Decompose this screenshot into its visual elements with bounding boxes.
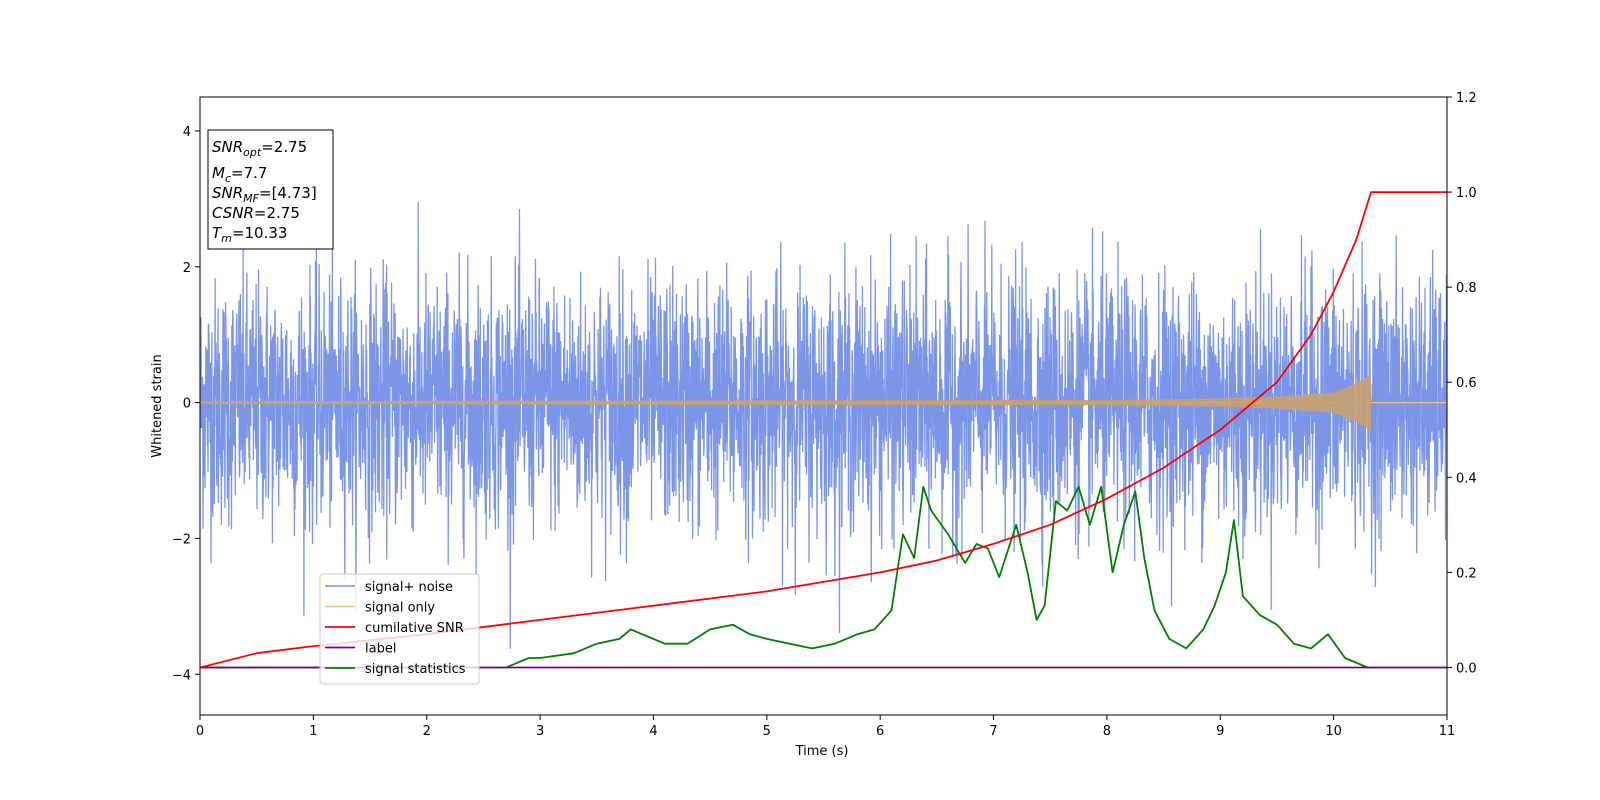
signal-only-series bbox=[200, 374, 1447, 432]
signal-statistics-line bbox=[200, 485, 1447, 669]
csnr-text: CSNR=2.75 bbox=[212, 204, 300, 222]
plot-frame bbox=[199, 96, 1448, 716]
y-tick-label: 4 bbox=[183, 125, 191, 140]
metrics-info-box: SNRopt=2.75 Mc=7.7 SNRMF=[4.73] CSNR=2.7… bbox=[207, 129, 334, 250]
y2-tick-label: 0.8 bbox=[1456, 281, 1477, 296]
x-tick-label: 5 bbox=[763, 724, 771, 739]
x-tick-label: 2 bbox=[423, 724, 431, 739]
legend: signal+ noise signal only cumilative SNR la… bbox=[319, 573, 480, 685]
y-axis-label: Whitened strain bbox=[150, 354, 165, 457]
y2-tick-label: 1.2 bbox=[1456, 91, 1477, 106]
y-tick-label: −4 bbox=[172, 668, 191, 683]
legend-label: label bbox=[365, 642, 396, 657]
x-tick-label: 8 bbox=[1103, 724, 1111, 739]
signal-envelope bbox=[200, 374, 1371, 432]
x-tick-label: 6 bbox=[876, 724, 884, 739]
x-tick-label: 4 bbox=[649, 724, 657, 739]
snr-mf-text: SNRMF=[4.73] bbox=[212, 184, 317, 205]
x-tick-label: 0 bbox=[196, 724, 204, 739]
y-tick-label: 2 bbox=[183, 261, 191, 276]
snr-opt-text: SNRopt=2.75 bbox=[212, 138, 307, 159]
y-axis-left: −4 −2 0 2 4 bbox=[172, 125, 200, 683]
x-tick-label: 10 bbox=[1325, 724, 1342, 739]
legend-label: signal statistics bbox=[365, 662, 466, 677]
x-tick-label: 7 bbox=[989, 724, 997, 739]
y2-tick-label: 0.0 bbox=[1456, 661, 1477, 676]
y2-tick-label: 0.4 bbox=[1456, 471, 1477, 486]
legend-label: signal+ noise bbox=[365, 580, 453, 595]
y-axis-right: 0.0 0.2 0.4 0.6 0.8 1.0 1.2 bbox=[1447, 91, 1477, 676]
chirp-mass-text: Mc=7.7 bbox=[212, 164, 267, 185]
x-axis: 0 1 2 3 4 5 6 7 8 9 10 11 bbox=[196, 715, 1455, 739]
y-tick-label: 0 bbox=[183, 397, 191, 412]
x-tick-label: 11 bbox=[1439, 724, 1456, 739]
x-tick-label: 9 bbox=[1216, 724, 1224, 739]
y2-tick-label: 0.6 bbox=[1456, 376, 1477, 391]
y2-tick-label: 0.2 bbox=[1456, 566, 1477, 581]
y2-tick-label: 1.0 bbox=[1456, 186, 1477, 201]
merger-time-text: Tm=10.33 bbox=[212, 224, 287, 245]
legend-label: cumilative SNR bbox=[365, 621, 464, 636]
y-tick-label: −2 bbox=[172, 532, 191, 547]
x-tick-label: 3 bbox=[536, 724, 544, 739]
legend-label: signal only bbox=[365, 601, 435, 616]
x-axis-label: Time (s) bbox=[795, 744, 849, 759]
x-tick-label: 1 bbox=[309, 724, 317, 739]
